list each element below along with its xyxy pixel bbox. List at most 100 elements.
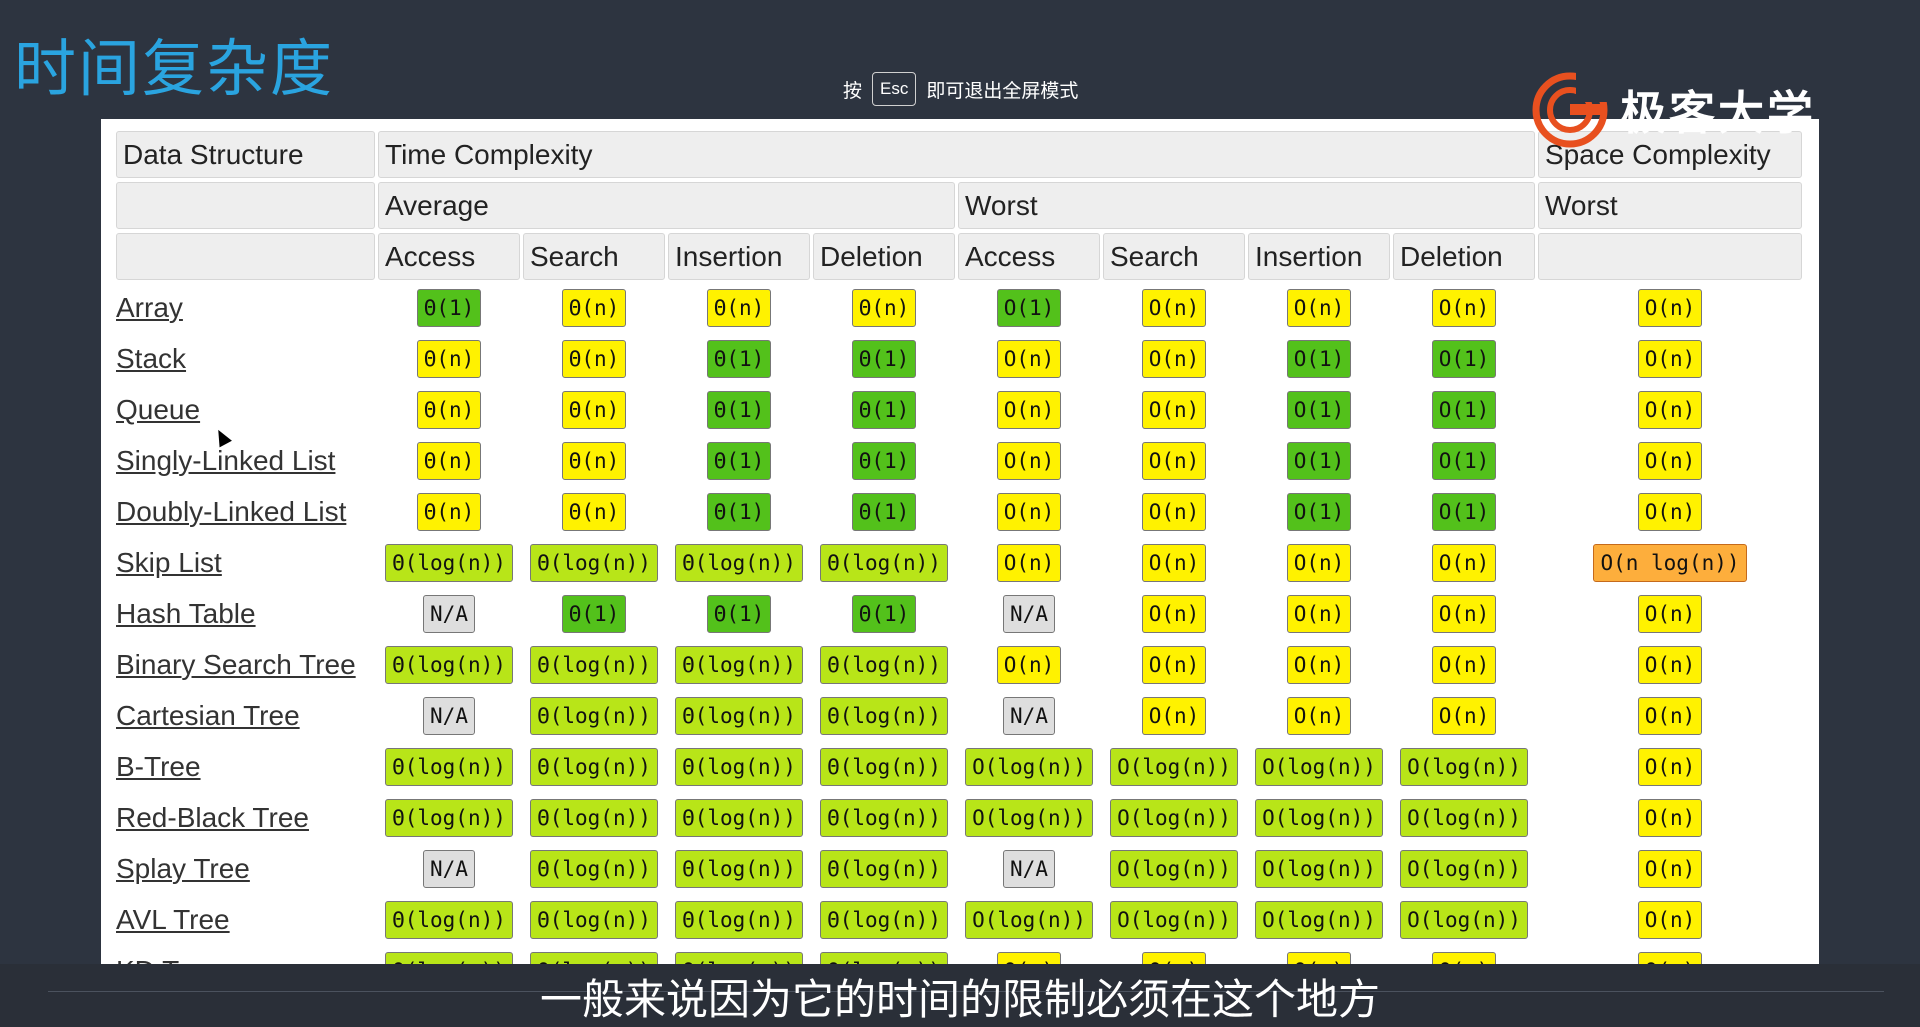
table-cell: O(n) (1393, 590, 1535, 637)
row-link-avl-tree[interactable]: AVL Tree (116, 903, 230, 935)
complexity-badge: N/A (423, 849, 475, 888)
table-cell: O(n) (1538, 437, 1802, 484)
table-cell: Θ(1) (813, 386, 955, 433)
table-cell: O(n) (1538, 743, 1802, 790)
table-cell: O(n) (1248, 692, 1390, 739)
header-data-structure: Data Structure (116, 131, 375, 178)
row-link-b-tree[interactable]: B-Tree (116, 750, 201, 782)
complexity-badge: Θ(log(n)) (385, 543, 513, 582)
table-cell: O(n) (958, 437, 1100, 484)
complexity-badge: Θ(n) (416, 339, 482, 378)
complexity-badge: O(n) (1637, 492, 1703, 531)
row-link-queue[interactable]: Queue (116, 393, 201, 425)
complexity-badge: Θ(log(n)) (530, 645, 658, 684)
table-cell: O(n) (1538, 386, 1802, 433)
row-link-doubly-linked-list[interactable]: Doubly-Linked List (116, 495, 347, 527)
table-cell: N/A (378, 590, 520, 637)
complexity-badge: O(log(n)) (1110, 798, 1238, 837)
complexity-badge: Θ(log(n)) (820, 849, 948, 888)
complexity-badge: Θ(log(n)) (530, 747, 658, 786)
header-space-complexity: Space Complexity (1538, 131, 1802, 178)
complexity-badge: O(n) (1637, 288, 1703, 327)
complexity-badge: O(n) (1431, 594, 1497, 633)
row-link-stack[interactable]: Stack (116, 342, 187, 374)
complexity-badge: O(n) (1637, 900, 1703, 939)
table-cell: Θ(log(n)) (668, 845, 810, 892)
table-cell: O(n) (1538, 488, 1802, 535)
table-cell: O(log(n)) (1248, 896, 1390, 943)
esc-hint-prefix: 按 (843, 80, 863, 102)
table-cell: O(n) (1248, 641, 1390, 688)
table-cell: N/A (958, 692, 1100, 739)
row-link-splay-tree[interactable]: Splay Tree (116, 852, 250, 884)
table-cell: Θ(n) (523, 437, 665, 484)
table-cell: O(n) (1538, 692, 1802, 739)
complexity-badge: Θ(n) (561, 339, 627, 378)
column-header: Access (378, 233, 520, 280)
complexity-badge: Θ(n) (561, 492, 627, 531)
complexity-badge: Θ(n) (416, 492, 482, 531)
column-header: Deletion (813, 233, 955, 280)
complexity-badge: O(n) (1286, 696, 1352, 735)
complexity-badge: Θ(1) (851, 441, 917, 480)
complexity-badge: N/A (1003, 849, 1055, 888)
table-cell: O(log(n)) (1393, 896, 1535, 943)
complexity-badge: O(n) (1637, 696, 1703, 735)
subtitle-bar (0, 964, 1920, 1027)
table-cell: Θ(log(n)) (523, 845, 665, 892)
complexity-badge: O(n) (1637, 798, 1703, 837)
table-cell: O(n) (1103, 284, 1245, 331)
row-link-array[interactable]: Array (116, 291, 183, 323)
complexity-badge: Θ(n) (561, 288, 627, 327)
table-cell: O(n) (1393, 692, 1535, 739)
complexity-badge: Θ(log(n)) (820, 798, 948, 837)
column-header: Deletion (1393, 233, 1535, 280)
table-cell: O(log(n)) (1103, 896, 1245, 943)
table-cell: O(n) (1103, 488, 1245, 535)
header-worst: Worst (958, 182, 1535, 229)
table-cell: O(n) (1103, 335, 1245, 382)
complexity-badge: O(log(n)) (965, 900, 1093, 939)
complexity-badge: O(log(n)) (1110, 849, 1238, 888)
table-cell: Θ(1) (668, 437, 810, 484)
complexity-badge: O(log(n)) (1400, 900, 1528, 939)
complexity-badge: Θ(log(n)) (820, 696, 948, 735)
complexity-badge: Θ(1) (851, 390, 917, 429)
table-cell: Θ(n) (668, 284, 810, 331)
table-cell: Θ(log(n)) (668, 794, 810, 841)
row-link-singly-linked-list[interactable]: Singly-Linked List (116, 444, 336, 476)
table-cell: O(log(n)) (958, 896, 1100, 943)
row-link-skip-list[interactable]: Skip List (116, 546, 222, 578)
table-cell: Θ(1) (813, 335, 955, 382)
row-link-cartesian-tree[interactable]: Cartesian Tree (116, 699, 300, 731)
table-cell: O(n) (1538, 641, 1802, 688)
complexity-badge: O(n) (1141, 645, 1207, 684)
row-link-binary-search-tree[interactable]: Binary Search Tree (116, 648, 356, 680)
complexity-badge: O(log(n)) (965, 798, 1093, 837)
esc-hint-suffix: 即可退出全屏模式 (926, 80, 1079, 102)
table-cell: Θ(log(n)) (523, 794, 665, 841)
complexity-badge: O(1) (1431, 441, 1497, 480)
complexity-badge: O(n) (1141, 543, 1207, 582)
complexity-badge: Θ(log(n)) (675, 696, 803, 735)
complexity-badge: O(n) (1637, 594, 1703, 633)
complexity-badge: Θ(log(n)) (530, 696, 658, 735)
complexity-badge: O(n log(n)) (1593, 543, 1747, 582)
row-link-red-black-tree[interactable]: Red-Black Tree (116, 801, 309, 833)
table-cell: O(1) (1393, 488, 1535, 535)
table-cell: O(log(n)) (1248, 845, 1390, 892)
complexity-badge: O(n) (1141, 594, 1207, 633)
header-blank (116, 182, 375, 229)
complexity-badge: O(log(n)) (1110, 747, 1238, 786)
table-cell: O(n) (1393, 284, 1535, 331)
header-space-worst: Worst (1538, 182, 1802, 229)
table-cell: Θ(n) (523, 335, 665, 382)
table-cell: Θ(n) (523, 488, 665, 535)
complexity-badge: Θ(log(n)) (530, 543, 658, 582)
table-cell: Θ(1) (523, 590, 665, 637)
row-link-hash-table[interactable]: Hash Table (116, 597, 256, 629)
column-header: Search (1103, 233, 1245, 280)
complexity-badge: Θ(log(n)) (820, 645, 948, 684)
complexity-badge: Θ(log(n)) (385, 900, 513, 939)
table-cell: Θ(log(n)) (668, 743, 810, 790)
